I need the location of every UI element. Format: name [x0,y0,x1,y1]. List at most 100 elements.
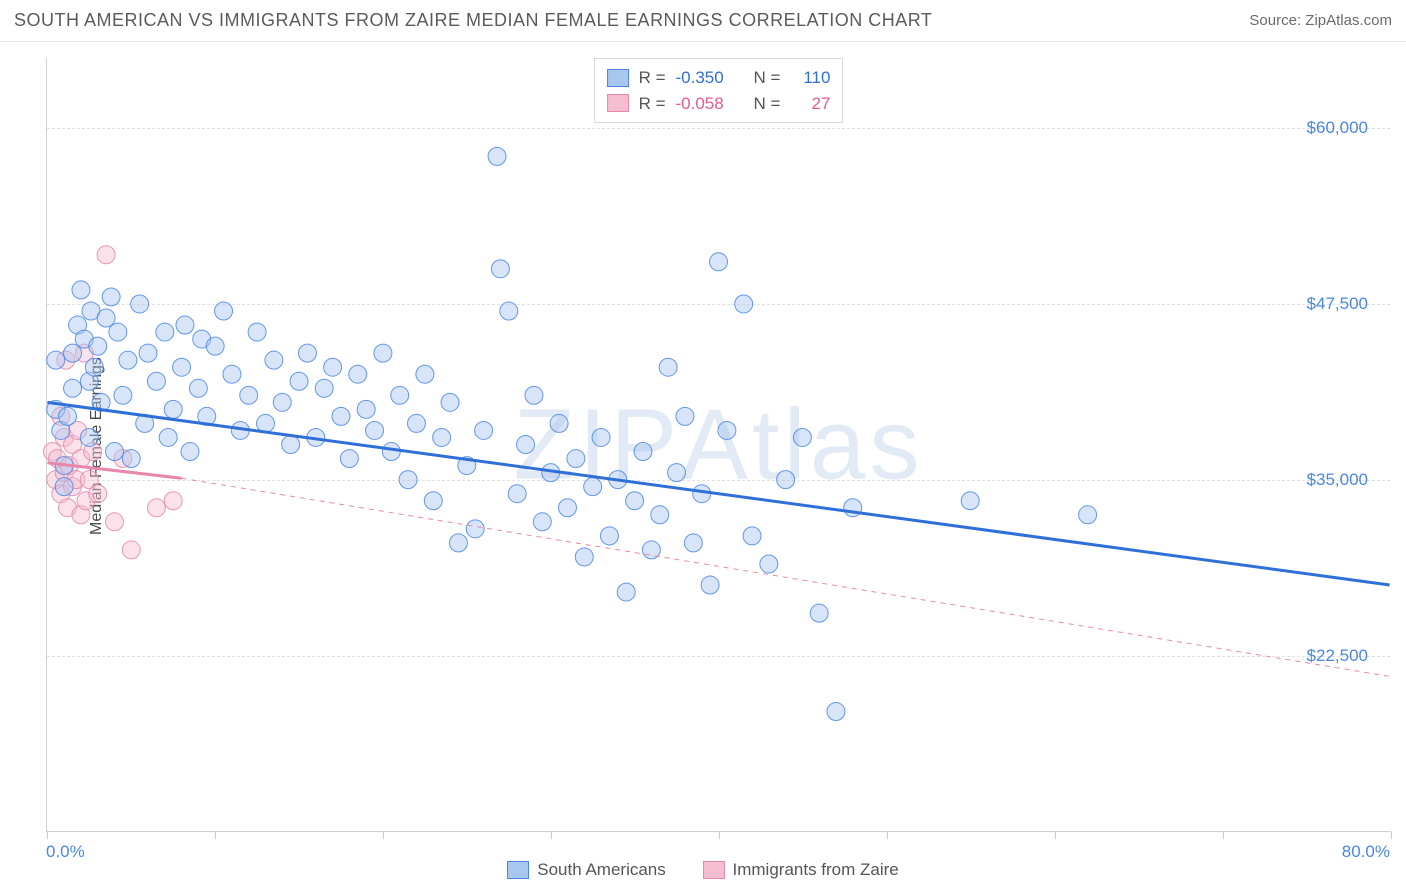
x-tick [1391,831,1392,839]
scatter-point-south_americans [525,386,543,404]
scatter-point-south_americans [176,316,194,334]
scatter-point-south_americans [760,555,778,573]
scatter-point-south_americans [164,400,182,418]
x-tick [383,831,384,839]
source-attribution: Source: ZipAtlas.com [1249,12,1392,29]
x-tick [47,831,48,839]
scatter-point-south_americans [131,295,149,313]
scatter-point-south_americans [441,393,459,411]
scatter-point-immigrants_zaire [105,513,123,531]
scatter-point-south_americans [340,450,358,468]
scatter-point-south_americans [575,548,593,566]
scatter-point-immigrants_zaire [122,541,140,559]
scatter-point-south_americans [324,358,342,376]
x-tick [887,831,888,839]
series-legend: South Americans Immigrants from Zaire [0,860,1406,884]
scatter-point-south_americans [651,506,669,524]
scatter-point-south_americans [533,513,551,531]
n-value-zaire: 27 [790,91,830,117]
legend-item-south-americans: South Americans [507,860,666,880]
chart-svg [47,58,1390,831]
scatter-point-south_americans [374,344,392,362]
scatter-point-south_americans [223,365,241,383]
x-tick [215,831,216,839]
scatter-point-south_americans [315,379,333,397]
scatter-point-immigrants_zaire [147,499,165,517]
plot-area: ZIPAtlas $22,500$35,000$47,500$60,000 R … [46,58,1390,832]
scatter-point-south_americans [718,421,736,439]
scatter-point-south_americans [449,534,467,552]
scatter-point-south_americans [240,386,258,404]
scatter-point-south_americans [793,428,811,446]
scatter-point-south_americans [466,520,484,538]
legend-label-south-americans: South Americans [537,860,666,880]
scatter-point-south_americans [626,492,644,510]
scatter-point-immigrants_zaire [164,492,182,510]
scatter-point-south_americans [810,604,828,622]
scatter-point-south_americans [659,358,677,376]
r-value-zaire: -0.058 [676,91,744,117]
scatter-point-south_americans [475,421,493,439]
scatter-point-immigrants_zaire [97,246,115,264]
stats-row-south-americans: R = -0.350 N = 110 [607,65,831,91]
chart-container: SOUTH AMERICAN VS IMMIGRANTS FROM ZAIRE … [0,0,1406,892]
scatter-point-south_americans [332,407,350,425]
x-tick [1223,831,1224,839]
scatter-point-south_americans [290,372,308,390]
scatter-point-south_americans [488,147,506,165]
scatter-point-south_americans [584,478,602,496]
x-tick-label-min: 0.0% [46,842,85,862]
scatter-point-south_americans [85,358,103,376]
scatter-point-south_americans [668,464,686,482]
legend-item-zaire: Immigrants from Zaire [703,860,899,880]
scatter-point-south_americans [282,436,300,454]
scatter-point-south_americans [206,337,224,355]
scatter-point-south_americans [102,288,120,306]
source-name: ZipAtlas.com [1305,12,1392,29]
scatter-point-south_americans [827,703,845,721]
scatter-point-south_americans [559,499,577,517]
n-label: N = [754,91,781,117]
scatter-point-south_americans [391,386,409,404]
scatter-point-south_americans [382,443,400,461]
scatter-point-south_americans [600,527,618,545]
legend-swatch-south-americans [507,861,529,879]
scatter-point-south_americans [114,386,132,404]
scatter-point-south_americans [80,428,98,446]
x-tick [719,831,720,839]
scatter-point-south_americans [424,492,442,510]
n-value-south-americans: 110 [790,65,830,91]
scatter-point-south_americans [1079,506,1097,524]
x-tick [1055,831,1056,839]
scatter-point-south_americans [961,492,979,510]
scatter-point-south_americans [72,281,90,299]
scatter-point-south_americans [147,372,165,390]
scatter-point-south_americans [55,478,73,496]
n-label: N = [754,65,781,91]
scatter-point-south_americans [500,302,518,320]
scatter-point-south_americans [399,471,417,489]
scatter-point-south_americans [109,323,127,341]
scatter-point-south_americans [119,351,137,369]
scatter-point-south_americans [701,576,719,594]
scatter-point-south_americans [59,407,77,425]
scatter-point-south_americans [89,337,107,355]
legend-label-zaire: Immigrants from Zaire [733,860,899,880]
scatter-point-south_americans [408,414,426,432]
scatter-point-south_americans [64,379,82,397]
source-prefix: Source: [1249,12,1305,29]
scatter-point-south_americans [248,323,266,341]
scatter-point-south_americans [156,323,174,341]
scatter-point-south_americans [105,443,123,461]
x-tick-label-max: 80.0% [1342,842,1390,862]
scatter-point-south_americans [349,365,367,383]
scatter-point-south_americans [416,365,434,383]
scatter-point-south_americans [743,527,761,545]
stats-legend: R = -0.350 N = 110 R = -0.058 N = 27 [594,58,844,123]
scatter-point-south_americans [139,344,157,362]
r-label: R = [639,65,666,91]
legend-swatch-zaire [703,861,725,879]
scatter-point-south_americans [298,344,316,362]
scatter-point-south_americans [433,428,451,446]
scatter-point-south_americans [550,414,568,432]
